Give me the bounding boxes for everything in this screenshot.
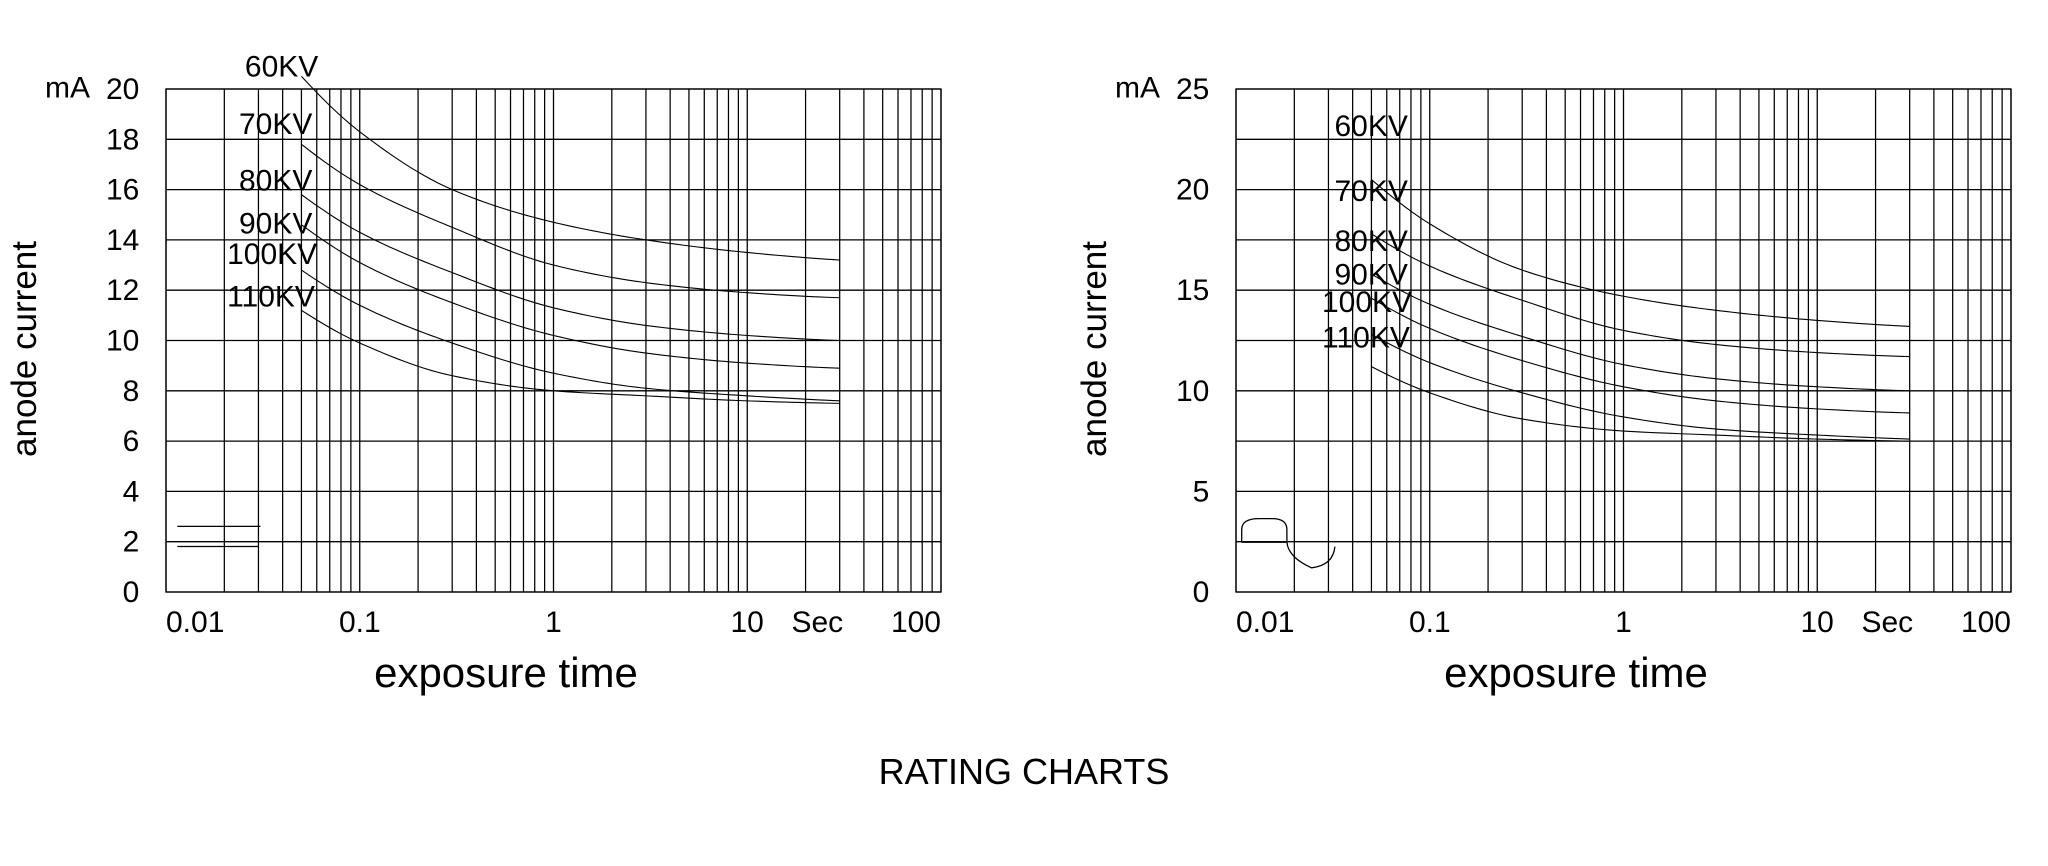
svg-text:70KV: 70KV xyxy=(1335,175,1408,208)
svg-text:70KV: 70KV xyxy=(239,108,312,141)
svg-text:20: 20 xyxy=(1176,174,1209,207)
svg-text:0: 0 xyxy=(1193,576,1210,609)
svg-text:110KV: 110KV xyxy=(227,280,315,313)
svg-text:2: 2 xyxy=(123,526,140,559)
svg-text:8: 8 xyxy=(123,375,140,408)
svg-text:mA: mA xyxy=(1115,72,1160,105)
svg-text:10: 10 xyxy=(1801,606,1834,639)
svg-text:1: 1 xyxy=(545,606,562,639)
svg-text:0.01: 0.01 xyxy=(166,606,224,639)
svg-text:80KV: 80KV xyxy=(1335,225,1408,258)
svg-text:Sec: Sec xyxy=(1861,606,1913,639)
svg-text:10: 10 xyxy=(1176,375,1209,408)
svg-text:110KV: 110KV xyxy=(1322,321,1410,354)
svg-text:RATING CHARTS: RATING CHARTS xyxy=(879,751,1170,792)
svg-text:12: 12 xyxy=(106,274,139,307)
svg-text:60KV: 60KV xyxy=(245,51,318,84)
svg-text:anode current: anode current xyxy=(1075,241,1114,457)
svg-text:5: 5 xyxy=(1193,475,1210,508)
svg-text:100: 100 xyxy=(891,606,941,639)
svg-text:80KV: 80KV xyxy=(239,164,312,197)
svg-text:0.1: 0.1 xyxy=(1409,606,1451,639)
svg-text:0.1: 0.1 xyxy=(339,606,381,639)
svg-text:0.01: 0.01 xyxy=(1236,606,1294,639)
svg-text:Sec: Sec xyxy=(791,606,843,639)
svg-text:1: 1 xyxy=(1615,606,1632,639)
svg-text:exposure time: exposure time xyxy=(1444,649,1708,696)
svg-text:exposure time: exposure time xyxy=(374,649,638,696)
svg-text:16: 16 xyxy=(106,174,139,207)
svg-text:0: 0 xyxy=(123,576,140,609)
svg-text:4: 4 xyxy=(123,475,140,508)
svg-text:14: 14 xyxy=(106,224,139,257)
svg-text:25: 25 xyxy=(1176,73,1209,106)
svg-text:90KV: 90KV xyxy=(239,207,312,240)
svg-text:mA: mA xyxy=(45,72,90,105)
svg-text:100KV: 100KV xyxy=(1322,286,1412,319)
svg-text:60KV: 60KV xyxy=(1335,110,1408,143)
svg-text:100KV: 100KV xyxy=(227,238,317,271)
svg-text:6: 6 xyxy=(123,425,140,458)
svg-text:anode current: anode current xyxy=(5,241,44,457)
svg-text:100: 100 xyxy=(1961,606,2011,639)
svg-text:18: 18 xyxy=(106,123,139,156)
svg-text:10: 10 xyxy=(731,606,764,639)
svg-text:20: 20 xyxy=(106,73,139,106)
svg-text:10: 10 xyxy=(106,325,139,358)
svg-text:15: 15 xyxy=(1176,274,1209,307)
